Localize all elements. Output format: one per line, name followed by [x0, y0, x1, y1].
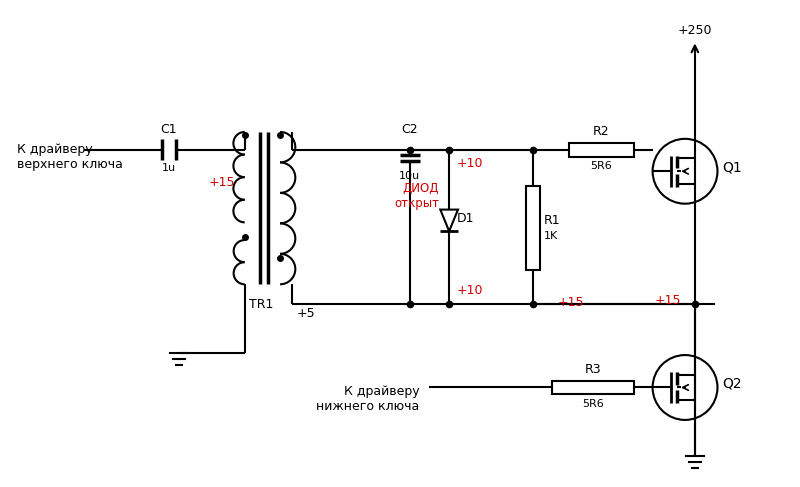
Text: R1: R1 [543, 214, 560, 227]
Text: +15: +15 [208, 176, 235, 188]
Text: 5R6: 5R6 [582, 399, 604, 409]
Bar [552, 381, 634, 394]
Text: Q2: Q2 [722, 376, 742, 391]
Text: ДИОД
открыт: ДИОД открыт [394, 182, 439, 210]
Text: Q1: Q1 [722, 160, 742, 174]
Text: D1: D1 [457, 212, 474, 225]
Text: C1: C1 [161, 123, 178, 136]
Text: C2: C2 [402, 123, 418, 136]
Text: +250: +250 [678, 23, 712, 37]
Text: R3: R3 [585, 363, 602, 375]
Text: 10u: 10u [399, 171, 420, 181]
Text: +10: +10 [457, 157, 483, 170]
Text: TR1: TR1 [249, 298, 273, 311]
Text: 1u: 1u [162, 164, 176, 173]
Text: К драйверу
верхнего ключа: К драйверу верхнего ключа [17, 144, 122, 171]
Text: +15: +15 [654, 294, 681, 307]
Text: 5R6: 5R6 [590, 161, 612, 171]
Text: +5: +5 [297, 307, 315, 320]
Text: +15: +15 [558, 296, 584, 309]
Polygon shape [440, 209, 458, 231]
Text: 1K: 1K [543, 231, 558, 241]
Text: К драйверу
нижнего ключа: К драйверу нижнего ключа [317, 385, 420, 413]
Text: +10: +10 [457, 284, 483, 297]
Text: R2: R2 [593, 125, 610, 138]
Bar [526, 186, 539, 269]
Bar [569, 143, 634, 156]
